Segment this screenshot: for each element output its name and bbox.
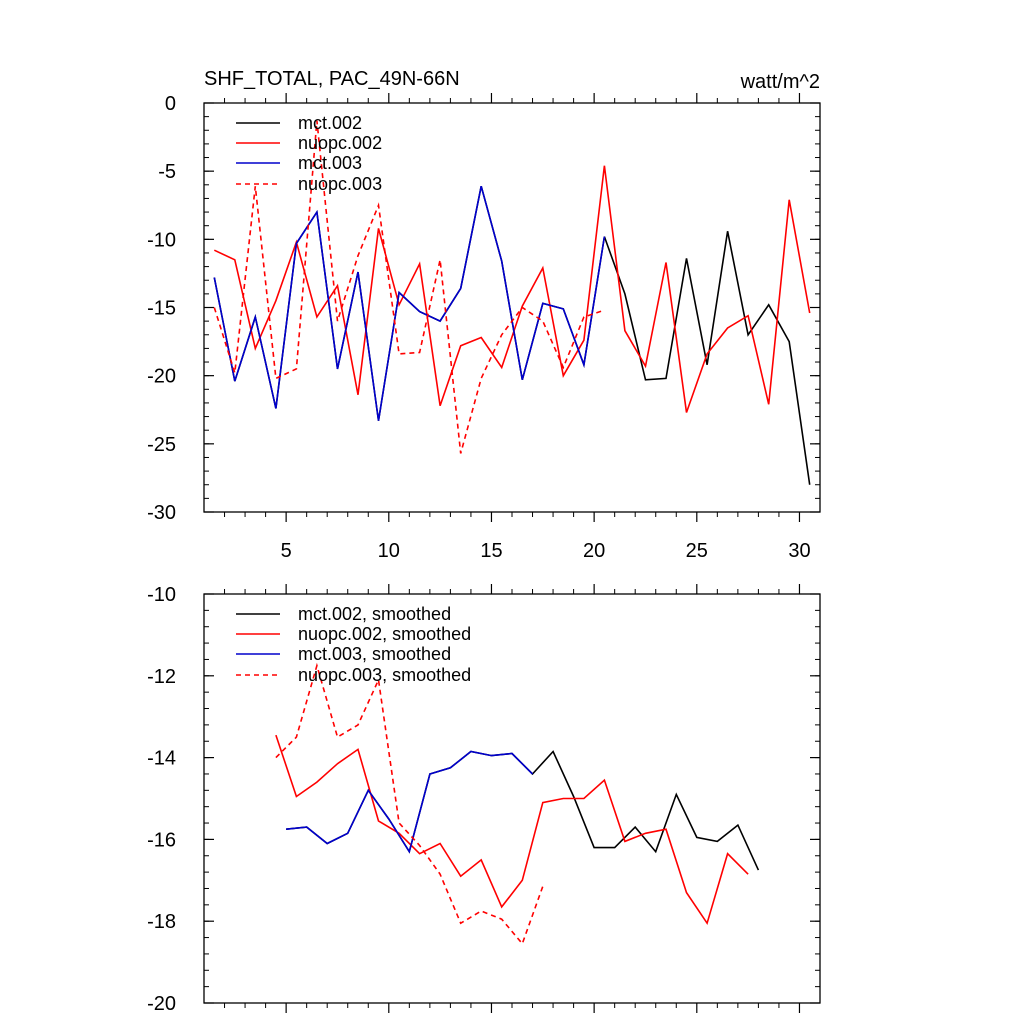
- series-line-mct-003-smoothed: [286, 750, 534, 854]
- series-line-nuopc-002: [213, 165, 811, 413]
- x-tick-label: 15: [480, 540, 502, 562]
- series-lines: [213, 120, 811, 485]
- x-tick-label: 20: [583, 540, 605, 562]
- x-tick-label: 30: [788, 540, 810, 562]
- series-lines: [275, 662, 760, 946]
- legend-label: nuopc.002: [298, 133, 382, 153]
- panel-top: SHF_TOTAL, PAC_49N-66N watt/m^2 0 -5 -10 -1…: [147, 68, 821, 562]
- legend-label: mct.002: [298, 113, 362, 133]
- y-tick-label: -5: [158, 161, 176, 183]
- y-tick-label: -25: [147, 434, 176, 456]
- x-tick-label: 5: [281, 540, 292, 562]
- legend-label: nuopc.003: [298, 174, 382, 194]
- y-tick-label: -20: [147, 366, 176, 388]
- series-line-mct-003: [213, 185, 606, 421]
- y-tick-label: -14: [147, 748, 176, 770]
- series-line-nuopc-002-smoothed: [275, 734, 749, 926]
- units-label: watt/m^2: [740, 71, 820, 93]
- legend-label: nuopc.002, smoothed: [298, 624, 471, 644]
- y-tick-label: -18: [147, 911, 176, 933]
- legend-label: mct.002, smoothed: [298, 604, 451, 624]
- y-tick-label: -12: [147, 666, 176, 688]
- tick-marks: 0 -5 -10 -15 -20 -25 -30 5 10 15 20 25 30: [147, 93, 820, 562]
- panel-title: SHF_TOTAL, PAC_49N-66N: [204, 68, 460, 90]
- y-tick-label: -10: [147, 229, 176, 251]
- plot-frame: [203, 102, 821, 513]
- series-line-mct-002-smoothed: [286, 750, 760, 871]
- legend: mct.002, smoothed nuopc.002, smoothed mc…: [236, 604, 471, 685]
- plot-frame: [203, 593, 821, 1004]
- series-line-nuopc-003-smoothed: [275, 662, 544, 946]
- series-line-nuopc-003: [213, 120, 605, 454]
- y-tick-label: 0: [165, 93, 176, 115]
- legend-label: nuopc.003, smoothed: [298, 665, 471, 685]
- y-tick-label: -20: [147, 993, 176, 1015]
- y-tick-label: -15: [147, 298, 176, 320]
- panel-bottom: -10 -12 -14 -16 -18 -20 mct.002, smoothed nuo…: [147, 584, 821, 1015]
- y-tick-label: -10: [147, 584, 176, 606]
- x-tick-label: 10: [378, 540, 400, 562]
- tick-marks: -10 -12 -14 -16 -18 -20: [147, 584, 820, 1015]
- x-tick-label: 25: [686, 540, 708, 562]
- legend: mct.002 nuopc.002 mct.003 nuopc.003: [236, 113, 382, 194]
- y-tick-label: -16: [147, 829, 176, 851]
- legend-label: mct.003: [298, 153, 362, 173]
- y-tick-label: -30: [147, 502, 176, 524]
- legend-label: mct.003, smoothed: [298, 644, 451, 664]
